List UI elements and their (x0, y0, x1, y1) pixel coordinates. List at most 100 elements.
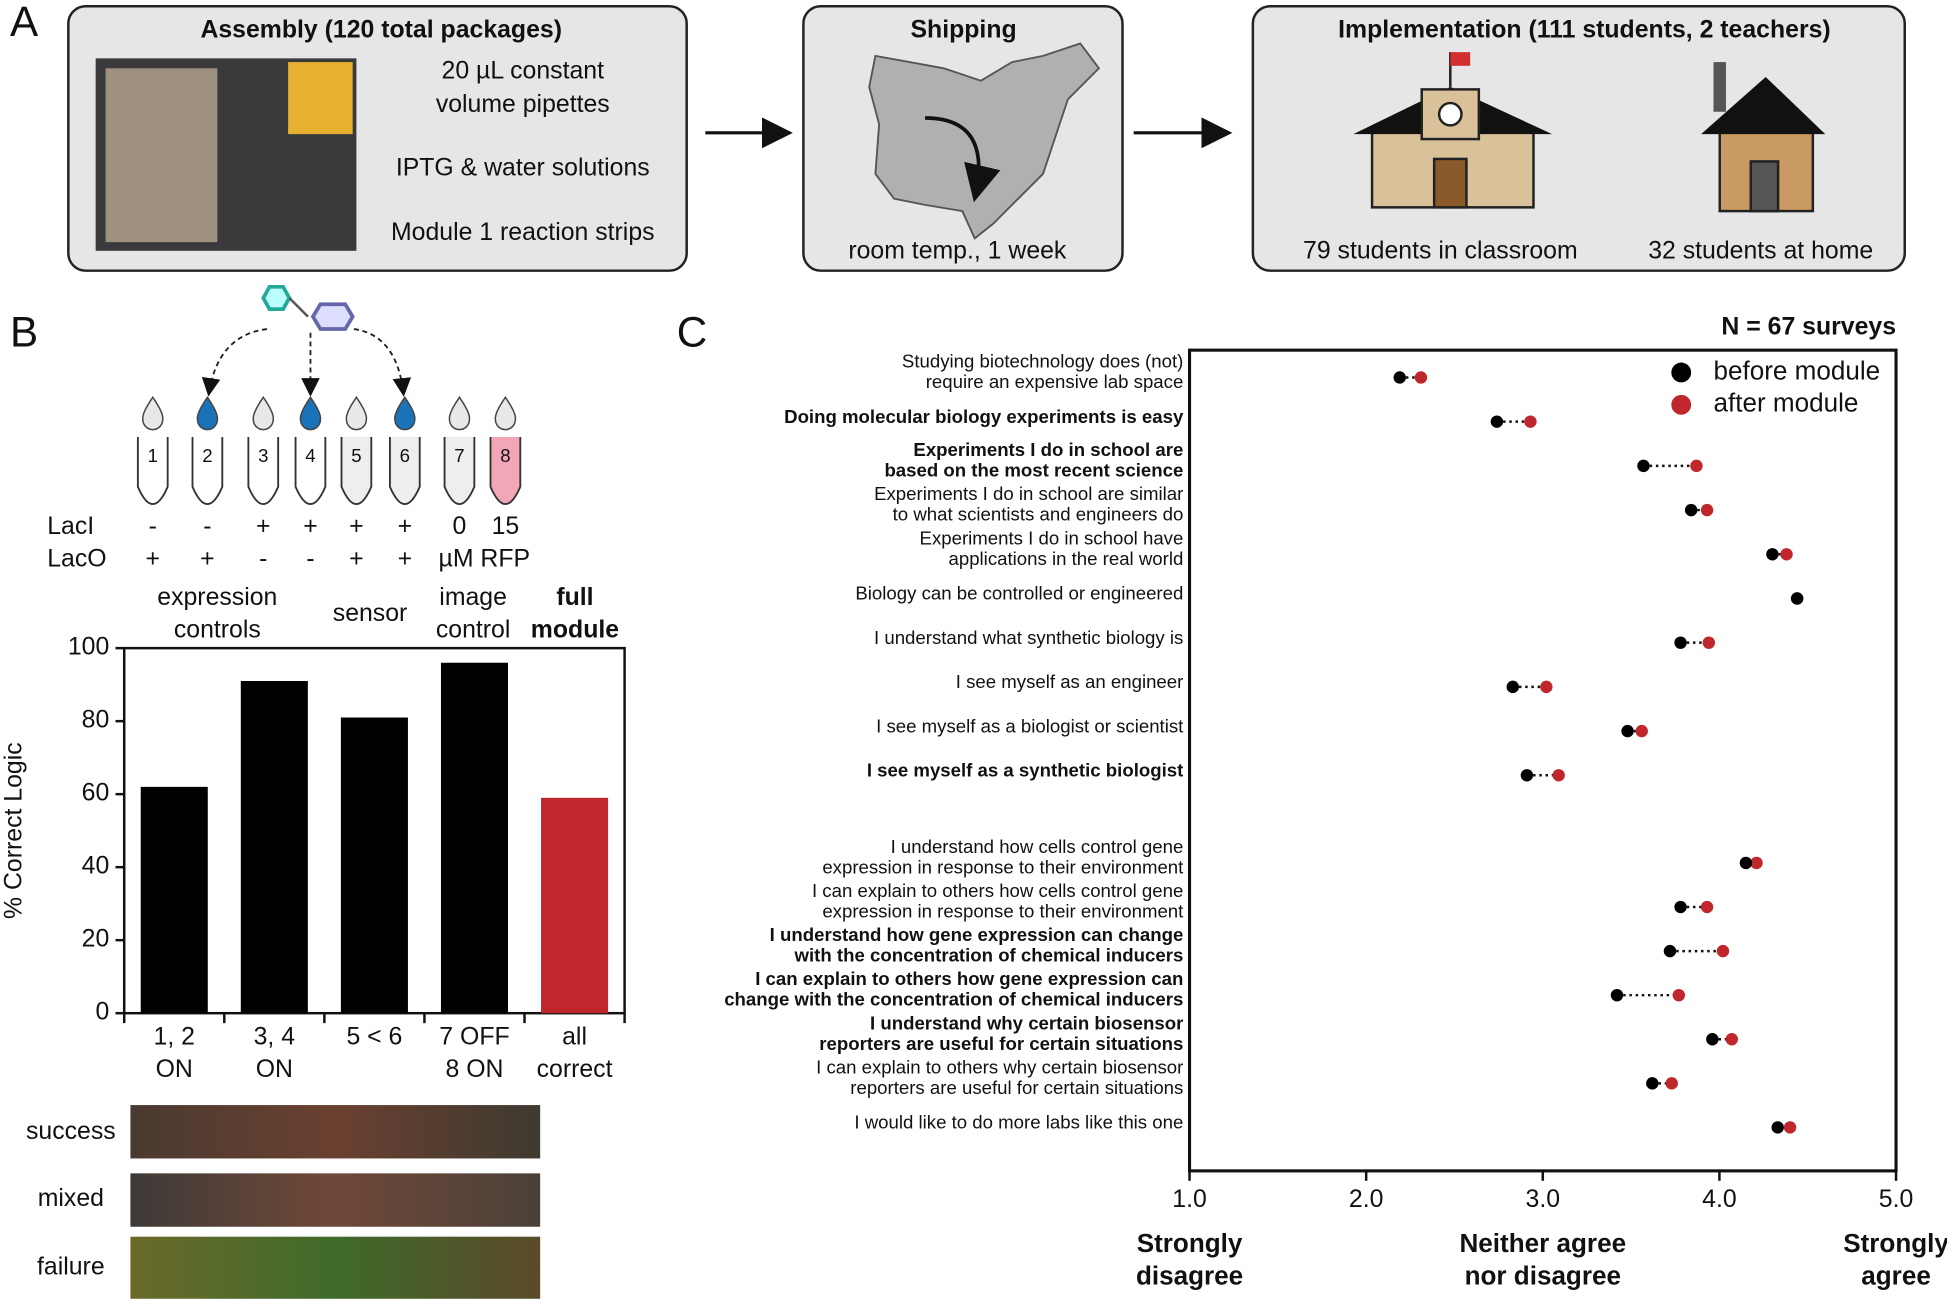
x-tick-label: 5 < 6 (346, 1024, 402, 1051)
dot (1716, 944, 1730, 958)
tube (191, 437, 224, 506)
strip-label: success (26, 1118, 116, 1145)
item: 20 µL constant (442, 58, 605, 85)
dot (1393, 371, 1406, 384)
dot (1684, 503, 1698, 517)
y-tick-label: 60 (82, 780, 110, 807)
route-arrow (925, 116, 1001, 203)
row-value: - (259, 546, 267, 573)
row-value: - (203, 513, 211, 540)
strip-label: failure (37, 1253, 105, 1280)
strip-label: mixed (38, 1185, 104, 1212)
house-door (1749, 160, 1780, 213)
group-label: control (436, 616, 511, 643)
bar (541, 797, 609, 1014)
dot (1674, 900, 1687, 914)
flag (1450, 52, 1471, 66)
dot (1725, 1033, 1738, 1046)
statement: I would like to do more labs like this o… (854, 1112, 1183, 1133)
molecule (261, 284, 292, 312)
statement: change with the concentration of chemica… (724, 989, 1183, 1010)
group-label: module (531, 616, 619, 643)
x-tick-label: 3.0 (1526, 1186, 1561, 1213)
group-label: expression (157, 584, 277, 611)
tube (443, 437, 476, 506)
dot (1783, 1121, 1797, 1134)
dot (1780, 548, 1793, 561)
group-label: full (556, 584, 593, 611)
dot (1771, 1121, 1784, 1134)
kit-bag (105, 68, 218, 243)
house-roof (1701, 76, 1826, 135)
group-label: sensor (333, 600, 408, 627)
strip-photo (130, 1236, 541, 1299)
row-label: LacI (47, 513, 94, 540)
tube-number: 8 (500, 445, 510, 466)
x-tick-label: 7 OFF (439, 1024, 509, 1051)
dot (1674, 636, 1687, 649)
tube (388, 437, 421, 506)
dot (1520, 769, 1534, 782)
x-category-label: Strongly (1843, 1228, 1947, 1258)
drop (299, 396, 322, 431)
statement: reporters are useful for certain situati… (819, 1033, 1183, 1054)
tube-number: 7 (454, 445, 464, 466)
x-tick-label: 2.0 (1349, 1186, 1384, 1213)
box-title: Shipping (910, 17, 1016, 44)
kit-sticker (288, 62, 353, 135)
panel-label: B (10, 308, 38, 355)
bar (140, 786, 208, 1014)
molecule (310, 302, 355, 331)
statement: I understand why certain biosensor (870, 1012, 1183, 1033)
dot (1702, 636, 1716, 649)
bar (440, 662, 509, 1014)
box-title: Implementation (111 students, 2 teachers… (1338, 17, 1831, 44)
row-value: + (398, 513, 412, 540)
group-label: controls (174, 616, 261, 643)
y-tick-label: 0 (95, 999, 109, 1026)
dot (1739, 856, 1753, 870)
row-value: + (256, 513, 270, 540)
x-tick-label: 5.0 (1879, 1186, 1914, 1213)
x-tick-label: ON (156, 1056, 193, 1083)
tube-number: 4 (305, 445, 315, 466)
statement: I see myself as an engineer (956, 671, 1184, 692)
dot (1706, 1033, 1719, 1046)
panel-label: A (10, 0, 39, 45)
row-value: + (349, 546, 363, 573)
x-tick-label: 3, 4 (254, 1024, 296, 1051)
x-category-label: Neither agree (1459, 1228, 1626, 1258)
statement: based on the most recent science (884, 459, 1183, 480)
dot (1665, 1077, 1678, 1090)
caption: 32 students at home (1648, 238, 1873, 265)
row-value: 0 (453, 513, 467, 540)
statement: expression in response to their environm… (822, 901, 1184, 922)
legend-label: after module (1714, 388, 1859, 418)
bar (240, 680, 308, 1014)
statement: with the concentration of chemical induc… (794, 945, 1184, 966)
legend-marker (1671, 394, 1692, 415)
x-tick-label: correct (537, 1056, 613, 1083)
statement: Experiments I do in school are similar (874, 483, 1183, 504)
statement: I understand how cells control gene (891, 836, 1184, 857)
x-category-label: nor disagree (1465, 1261, 1621, 1291)
caption: room temp., 1 week (848, 238, 1067, 265)
row-value: + (146, 546, 160, 573)
statement: Studying biotechnology does (not) (902, 350, 1183, 371)
strip-photo (130, 1105, 541, 1159)
row-value: + (303, 513, 318, 540)
tube-number: 1 (148, 445, 158, 466)
y-axis-label: % Correct Logic (1, 742, 28, 919)
statement: Experiments I do in school have (920, 527, 1184, 548)
tube-number: 5 (351, 445, 361, 466)
dot (1790, 592, 1804, 605)
statement: expression in response to their environm… (822, 856, 1184, 877)
statement: I understand what synthetic biology is (874, 627, 1183, 648)
x-category-label: agree (1861, 1261, 1931, 1291)
dot (1637, 459, 1650, 473)
tube (247, 437, 280, 506)
statement: I see myself as a synthetic biologist (867, 759, 1183, 780)
dot (1540, 680, 1553, 694)
x-tick-label: 4.0 (1702, 1186, 1737, 1213)
